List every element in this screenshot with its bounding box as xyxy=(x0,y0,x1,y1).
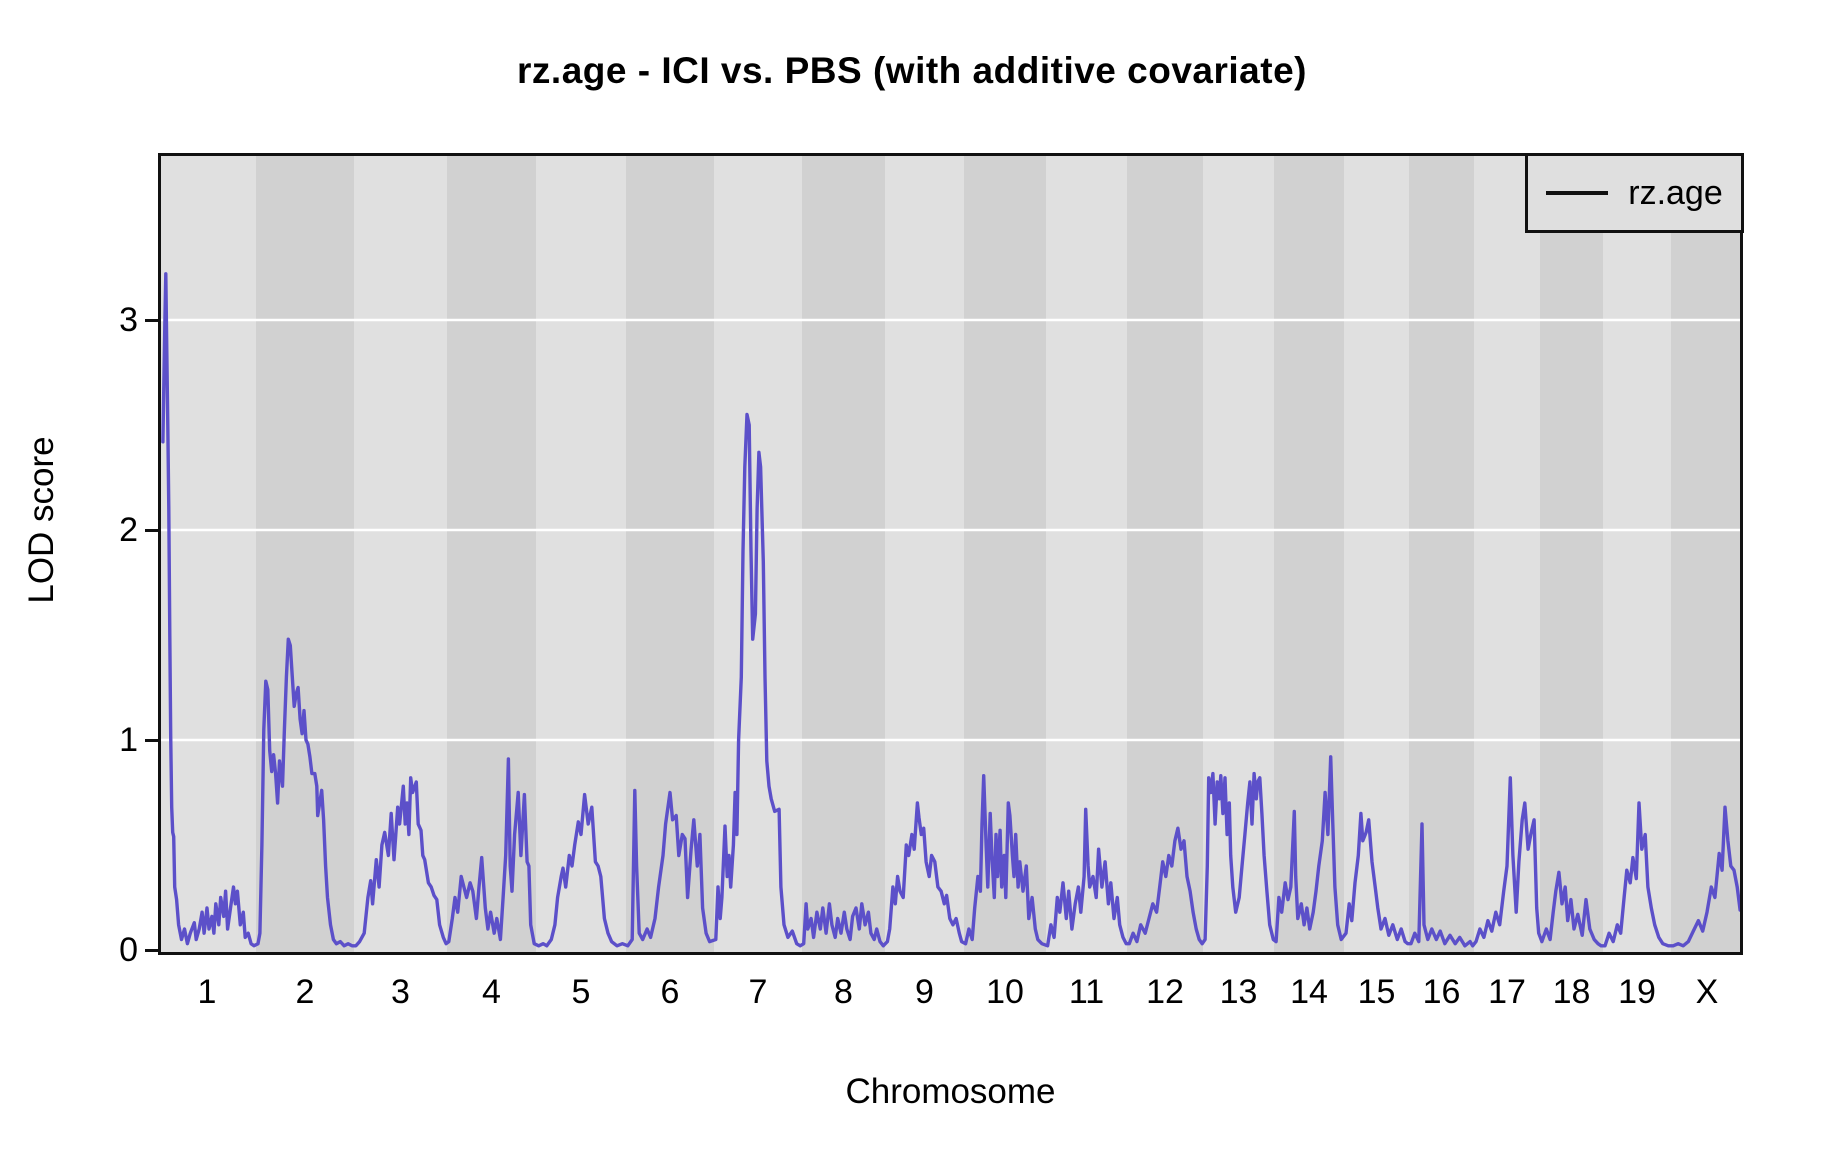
chromosome-band-12 xyxy=(1127,153,1203,955)
y-tick-mark-3 xyxy=(145,319,158,322)
chromosome-band-9 xyxy=(885,153,964,955)
x-tick-label-18: 18 xyxy=(1552,973,1591,1011)
plot-frame xyxy=(158,153,1743,955)
y-tick-mark-2 xyxy=(145,529,158,532)
chromosome-band-X xyxy=(1671,153,1743,955)
chart-title: rz.age - ICI vs. PBS (with additive cova… xyxy=(517,50,1307,91)
x-tick-label-15: 15 xyxy=(1357,973,1396,1011)
x-tick-label-5: 5 xyxy=(571,973,591,1011)
x-tick-label-7: 7 xyxy=(748,973,768,1011)
x-tick-label-9: 9 xyxy=(915,973,934,1011)
x-tick-label-4: 4 xyxy=(482,973,501,1011)
legend-box: rz.age xyxy=(1525,153,1744,233)
chromosome-band-15 xyxy=(1344,153,1409,955)
chromosome-band-8 xyxy=(802,153,885,955)
chromosome-band-1 xyxy=(158,153,256,955)
x-tick-label-10: 10 xyxy=(986,973,1024,1011)
chromosome-band-16 xyxy=(1409,153,1474,955)
x-tick-label-X: X xyxy=(1695,973,1719,1011)
x-tick-label-16: 16 xyxy=(1422,973,1461,1011)
x-tick-label-19: 19 xyxy=(1618,973,1656,1011)
x-tick-label-3: 3 xyxy=(391,973,410,1011)
chromosome-band-2 xyxy=(256,153,354,955)
x-tick-label-2: 2 xyxy=(295,973,315,1011)
chromosome-band-6 xyxy=(626,153,714,955)
y-tick-mark-0 xyxy=(145,949,158,952)
x-tick-label-6: 6 xyxy=(660,973,680,1011)
x-tick-label-17: 17 xyxy=(1488,973,1526,1011)
legend-line-sample-icon xyxy=(1546,191,1609,195)
y-tick-label-3: 3 xyxy=(119,301,138,339)
chromosome-band-3 xyxy=(354,153,447,955)
y-tick-label-0: 0 xyxy=(119,931,138,969)
x-tick-label-8: 8 xyxy=(834,973,853,1011)
x-tick-label-1: 1 xyxy=(197,973,217,1011)
x-tick-label-14: 14 xyxy=(1290,973,1328,1011)
x-axis-title: Chromosome xyxy=(845,1072,1056,1111)
x-tick-label-12: 12 xyxy=(1146,973,1184,1011)
plot-area xyxy=(158,153,1743,955)
y-tick-label-1: 1 xyxy=(119,721,138,759)
chromosome-band-18 xyxy=(1540,153,1603,955)
y-tick-mark-1 xyxy=(145,739,158,742)
y-tick-label-2: 2 xyxy=(119,511,138,549)
x-tick-label-13: 13 xyxy=(1219,973,1258,1011)
chromosome-band-10 xyxy=(964,153,1046,955)
lod-trace xyxy=(161,272,1742,948)
legend-series-label: rz.age xyxy=(1628,173,1723,212)
x-tick-label-11: 11 xyxy=(1068,973,1105,1011)
